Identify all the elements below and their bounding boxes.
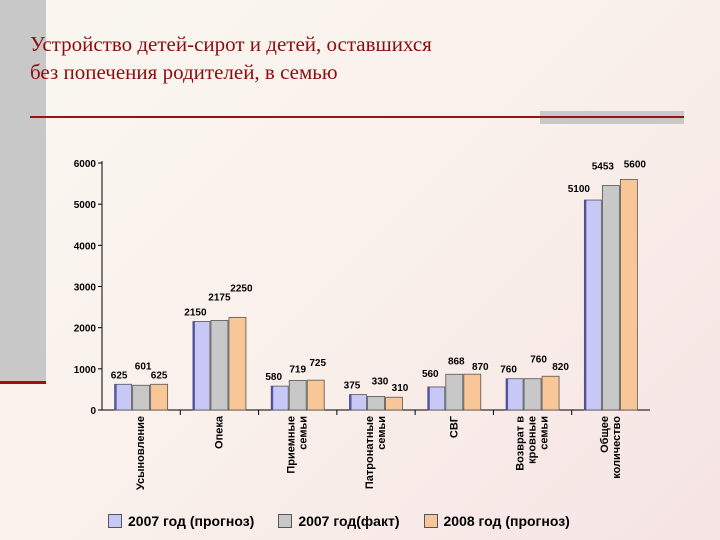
bar-shade (192, 321, 195, 410)
slide-title: Устройство детей-сирот и детей, оставших… (30, 30, 630, 86)
category-label-line: семьи (539, 416, 551, 450)
bar-shade (271, 386, 274, 410)
data-label: 625 (151, 370, 168, 381)
data-label: 868 (448, 356, 465, 367)
category-label-line: Патронатные (364, 416, 376, 489)
decorative-side-line (0, 381, 46, 384)
legend-label: 2008 год (прогноз) (443, 513, 570, 529)
y-tick-label: 5000 (74, 200, 97, 211)
y-tick-label: 6000 (74, 159, 97, 170)
bar (306, 379, 325, 411)
data-label: 2175 (208, 292, 231, 303)
data-label: 2250 (230, 283, 253, 294)
category-label-line: Опека (213, 415, 225, 449)
category-label-line: Возврат в (515, 416, 527, 471)
data-label: 760 (530, 355, 547, 366)
category-label-line: Усыновление (135, 416, 147, 490)
bar (583, 199, 602, 411)
bar (150, 383, 169, 411)
bar-shade (506, 378, 509, 410)
category-label: Общее количество (599, 416, 623, 479)
data-label: 330 (372, 376, 389, 387)
data-label: 580 (265, 372, 282, 383)
bar (210, 320, 229, 411)
category-label-line: Приемные (286, 416, 298, 474)
category-label-line: семьи (298, 416, 310, 450)
bar (114, 383, 133, 411)
legend-entry: 2008 год (прогноз) (423, 513, 570, 529)
category-label-line: кровные (527, 416, 539, 464)
category-label-line: СВГ (448, 415, 460, 438)
category-label: Возврат в кровные семьи (515, 416, 551, 471)
bar (523, 378, 542, 411)
data-label: 5600 (624, 159, 647, 170)
slide-title-line-2: без попечения родителей, в семью (30, 60, 338, 84)
data-label: 719 (289, 364, 306, 375)
y-tick-label: 1000 (74, 365, 97, 376)
legend-entry: 2007 год(факт) (278, 513, 400, 529)
bar-chart: 0100020003000400050006000625601625Усынов… (74, 159, 650, 490)
data-label: 820 (552, 362, 569, 373)
category-label-line: Общее (599, 416, 611, 453)
legend-swatch (278, 514, 293, 528)
bar (367, 396, 385, 411)
bar (132, 384, 151, 411)
data-label: 5100 (568, 184, 591, 195)
legend-entry: 2007 год (прогноз) (108, 513, 254, 529)
legend-label: 2007 год (прогноз) (128, 513, 255, 529)
bar (385, 396, 403, 411)
category-label: Усыновление (135, 416, 147, 490)
category-label-line: количество (611, 416, 623, 479)
y-tick-label: 0 (90, 406, 96, 417)
bar (349, 394, 367, 411)
bar (427, 386, 446, 411)
data-label: 2150 (184, 307, 207, 318)
chart-legend: 2007 год (прогноз) 2007 год(факт) 2008 год… (108, 513, 570, 529)
data-label: 310 (392, 383, 409, 394)
slide-title-line-1: Устройство детей-сирот и детей, оставших… (30, 32, 432, 56)
data-label: 375 (344, 381, 361, 392)
legend-swatch (423, 514, 438, 528)
bar (192, 321, 211, 411)
data-label: 5453 (592, 162, 615, 173)
data-label: 725 (309, 358, 326, 369)
bar-shade (584, 200, 587, 410)
bar (228, 316, 247, 411)
bar (270, 385, 289, 411)
bar (288, 380, 307, 411)
data-label: 625 (111, 370, 128, 381)
y-tick-label: 4000 (74, 241, 97, 252)
category-label: СВГ (448, 415, 460, 438)
category-label: Опека (213, 415, 225, 449)
data-label: 760 (500, 365, 517, 376)
bar (619, 179, 638, 411)
category-label-line: семьи (376, 416, 388, 450)
legend-label: 2007 год(факт) (298, 513, 400, 529)
data-label: 560 (422, 369, 439, 380)
data-label: 870 (472, 362, 489, 373)
bar-shade (114, 384, 117, 410)
legend-swatch (108, 514, 122, 528)
title-underline (30, 116, 684, 118)
bar-shade (349, 394, 352, 410)
category-label: Приемные семьи (286, 416, 310, 474)
decorative-side-band (0, 0, 46, 382)
bar-shade (427, 386, 430, 410)
bar (505, 378, 524, 411)
y-tick-label: 3000 (74, 283, 97, 294)
bar (601, 185, 620, 411)
data-label: 601 (135, 361, 152, 372)
category-label: Патронатные семьи (364, 416, 388, 489)
bar (463, 373, 482, 411)
bar (445, 373, 464, 411)
bar (541, 375, 560, 411)
y-tick-label: 2000 (74, 324, 97, 335)
